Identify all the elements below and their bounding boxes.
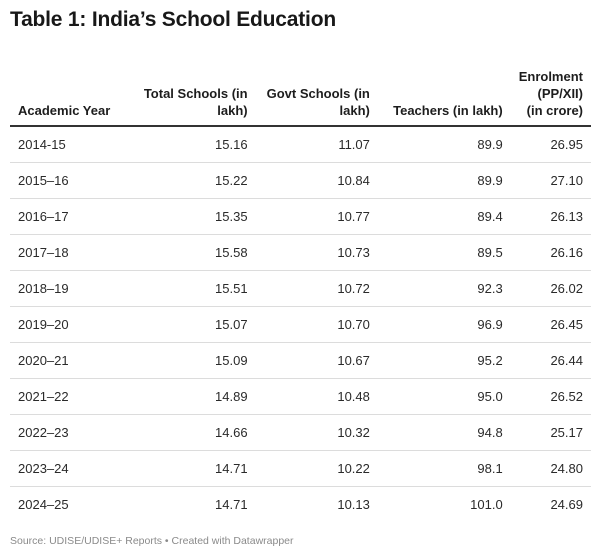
cell-teachers: 89.4 [377, 198, 511, 235]
table-row: 2020–21 15.09 10.67 95.2 26.44 [10, 342, 591, 379]
cell-teachers: 89.9 [377, 126, 511, 163]
cell-enrolment: 26.45 [510, 306, 591, 343]
table-row: 2021–22 14.89 10.48 95.0 26.52 [10, 378, 591, 415]
cell-enrolment: 27.10 [510, 162, 591, 199]
table-row: 2019–20 15.07 10.70 96.9 26.45 [10, 306, 591, 343]
cell-teachers: 95.0 [377, 378, 511, 415]
col-header-academic-year[interactable]: Academic Year [10, 56, 134, 127]
cell-govt-schools: 10.13 [337, 497, 370, 512]
cell-govt-schools: 10.73 [255, 234, 378, 271]
cell-academic-year: 2018–19 [10, 270, 134, 307]
table-body: 2014-15 15.16 11.07 89.9 26.95 2015–16 15.22 10… [10, 126, 591, 522]
cell-total-schools: 15.35 [133, 198, 256, 235]
cell-total-schools: 15.07 [133, 306, 256, 343]
cell-govt-schools: 10.22 [255, 450, 378, 487]
cell-enrolment: 25.17 [510, 414, 591, 451]
data-table: Academic Year Total Schools (in lakh) Go… [10, 56, 591, 522]
cell-govt-schools: 10.72 [255, 270, 378, 307]
cell-total-schools: 14.66 [133, 414, 256, 451]
cell-academic-year: 2023–24 [10, 450, 134, 487]
col-header-teachers[interactable]: Teachers (in lakh) [377, 56, 511, 127]
table-row: 2017–18 15.58 10.73 89.5 26.16 [10, 234, 591, 271]
cell-academic-year: 2022–23 [10, 414, 134, 451]
cell-enrolment: 26.16 [510, 234, 591, 271]
cell-teachers: 101.0 [470, 497, 503, 512]
cell-total-schools: 15.09 [133, 342, 256, 379]
table-row: 2015–16 15.22 10.84 89.9 27.10 [10, 162, 591, 199]
cell-govt-schools: 10.67 [255, 342, 378, 379]
cell-academic-year: 2019–20 [10, 306, 134, 343]
cell-enrolment: 26.95 [510, 126, 591, 163]
cell-academic-year: 2024–25 [18, 497, 69, 512]
table-row: 2022–23 14.66 10.32 94.8 25.17 [10, 414, 591, 451]
page-title: Table 1: India’s School Education [10, 8, 336, 31]
cell-teachers: 95.2 [377, 342, 511, 379]
cell-total-schools: 15.58 [133, 234, 256, 271]
cell-enrolment: 26.02 [510, 270, 591, 307]
cell-total-schools: 15.16 [133, 126, 256, 163]
table-row: 2024–25 14.71 10.13 101.0 24.69 [10, 487, 591, 523]
cell-enrolment: 26.44 [510, 342, 591, 379]
cell-total-schools: 15.22 [133, 162, 256, 199]
cell-enrolment: 26.52 [510, 378, 591, 415]
cell-enrolment: 24.80 [510, 450, 591, 487]
cell-govt-schools: 10.84 [255, 162, 378, 199]
col-header-total-schools[interactable]: Total Schools (in lakh) [133, 56, 256, 127]
cell-total-schools: 14.71 [133, 450, 256, 487]
cell-academic-year: 2017–18 [10, 234, 134, 271]
cell-academic-year: 2021–22 [10, 378, 134, 415]
table-row: 2018–19 15.51 10.72 92.3 26.02 [10, 270, 591, 307]
cell-govt-schools: 11.07 [255, 126, 378, 163]
table-header: Academic Year Total Schools (in lakh) Go… [10, 56, 591, 127]
table-row: 2016–17 15.35 10.77 89.4 26.13 [10, 198, 591, 235]
cell-teachers: 89.9 [377, 162, 511, 199]
cell-teachers: 98.1 [377, 450, 511, 487]
cell-govt-schools: 10.70 [255, 306, 378, 343]
cell-enrolment: 26.13 [510, 198, 591, 235]
cell-total-schools: 14.89 [133, 378, 256, 415]
cell-govt-schools: 10.32 [255, 414, 378, 451]
cell-total-schools: 15.51 [133, 270, 256, 307]
cell-academic-year: 2020–21 [10, 342, 134, 379]
table-row: 2023–24 14.71 10.22 98.1 24.80 [10, 450, 591, 487]
cell-academic-year: 2016–17 [10, 198, 134, 235]
cell-teachers: 94.8 [377, 414, 511, 451]
header-row: Academic Year Total Schools (in lakh) Go… [10, 56, 591, 127]
cell-academic-year: 2015–16 [10, 162, 134, 199]
cell-govt-schools: 10.77 [255, 198, 378, 235]
table-row: 2014-15 15.16 11.07 89.9 26.95 [10, 126, 591, 163]
col-header-enrolment[interactable]: Enrolment (PP/XII) (in crore) [510, 56, 591, 127]
col-header-govt-schools[interactable]: Govt Schools (in lakh) [255, 56, 378, 127]
cell-total-schools: 14.71 [215, 497, 248, 512]
cell-teachers: 89.5 [377, 234, 511, 271]
source-note: Source: UDISE/UDISE+ Reports • Created w… [10, 535, 294, 547]
cell-govt-schools: 10.48 [255, 378, 378, 415]
cell-enrolment: 24.69 [550, 497, 583, 512]
cell-teachers: 92.3 [377, 270, 511, 307]
cell-teachers: 96.9 [377, 306, 511, 343]
cell-academic-year: 2014-15 [10, 126, 134, 163]
